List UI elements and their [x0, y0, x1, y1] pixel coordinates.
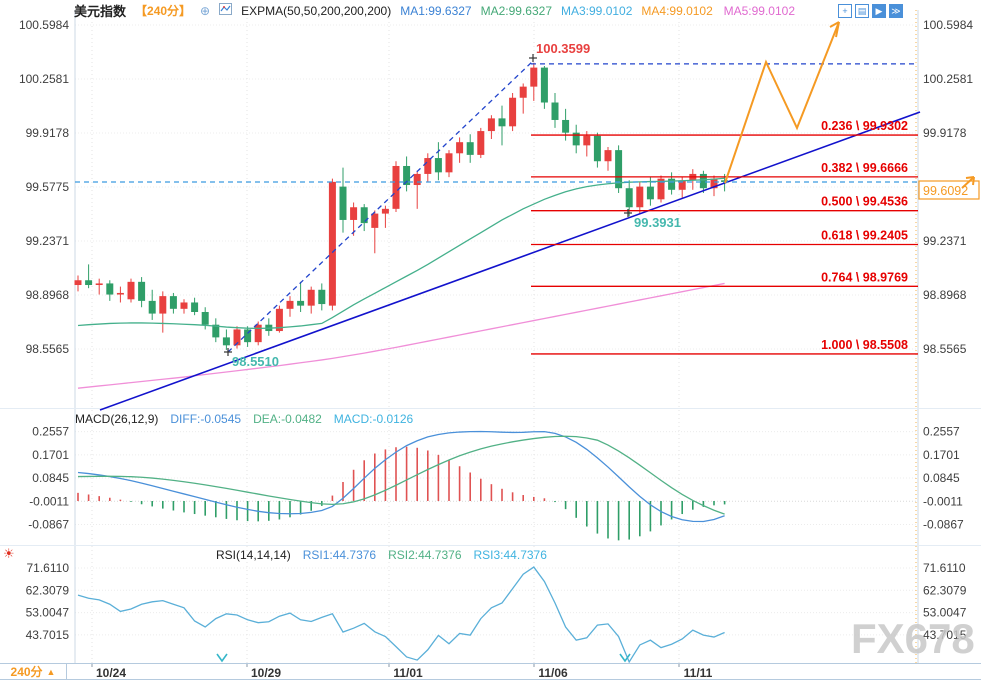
- svg-text:0.382 \ 99.6666: 0.382 \ 99.6666: [821, 161, 908, 175]
- symbol-title: 美元指数: [74, 4, 127, 19]
- svg-text:43.7015: 43.7015: [26, 628, 70, 642]
- svg-text:62.3079: 62.3079: [923, 583, 967, 597]
- svg-text:10/24: 10/24: [96, 666, 126, 680]
- rsi-line: [77, 566, 725, 664]
- svg-text:0.764 \ 98.9769: 0.764 \ 98.9769: [821, 270, 908, 284]
- macd-diff-value: DIFF:-0.0545: [170, 412, 242, 426]
- svg-text:100.5984: 100.5984: [923, 18, 973, 32]
- svg-text:0.2557: 0.2557: [32, 425, 69, 439]
- svg-text:99.2371: 99.2371: [26, 234, 70, 248]
- svg-text:71.6110: 71.6110: [27, 561, 70, 575]
- svg-text:53.0047: 53.0047: [923, 606, 967, 620]
- svg-text:-0.0011: -0.0011: [923, 494, 963, 508]
- rsi-label: RSI(14,14,14): [216, 548, 291, 562]
- macd-header: MACD(26,12,9) DIFF:-0.0545 DEA:-0.0482 M…: [75, 412, 413, 426]
- axis-labels: 100.5984 100.5984 100.2581 100.2581 99.9178 9…: [19, 18, 973, 642]
- svg-text:0.0845: 0.0845: [923, 471, 960, 485]
- svg-text:98.5565: 98.5565: [923, 342, 967, 356]
- svg-text:99.2371: 99.2371: [923, 234, 967, 248]
- fib-levels: 0.236 \ 99.9302 0.382 \ 99.6666 0.500 \ 99…: [531, 119, 918, 355]
- svg-text:11/11: 11/11: [684, 666, 713, 680]
- svg-text:0.2557: 0.2557: [923, 425, 960, 439]
- expma-label: EXPMA(50,50,200,200,200): [241, 3, 392, 18]
- rsi3-value: RSI3:44.7376: [473, 548, 547, 562]
- trendline-dashed: [227, 60, 534, 353]
- ema-slow-line: [77, 282, 725, 389]
- play-panel-icon[interactable]: ▶: [872, 3, 886, 18]
- svg-text:98.5510: 98.5510: [232, 354, 279, 369]
- watermark: FX678: [851, 615, 975, 662]
- chart-toolbar: MA5:99.0102 + ▤ ▶ ≫: [723, 3, 903, 18]
- rsi2-value: RSI2:44.7376: [388, 548, 462, 562]
- svg-text:99.9178: 99.9178: [26, 126, 70, 140]
- svg-text:0.0845: 0.0845: [32, 471, 69, 485]
- ma2-value: MA2:99.6327: [480, 3, 552, 18]
- ma1-value: MA1:99.6327: [400, 3, 472, 18]
- rsi1-value: RSI1:44.7376: [302, 548, 377, 562]
- period-tag: 【240分】: [135, 4, 192, 18]
- rsi-header: RSI(14,14,14) RSI1:44.7376 RSI2:44.7376 …: [216, 548, 547, 562]
- svg-text:53.0047: 53.0047: [26, 606, 70, 620]
- price-tag: 99.6092: [918, 176, 980, 200]
- svg-text:99.3931: 99.3931: [634, 215, 681, 230]
- chart-header: 美元指数 【240分】 ⊕ EXPMA(50,50,200,200,200) M…: [74, 1, 979, 20]
- svg-text:10/29: 10/29: [251, 666, 281, 680]
- svg-text:11/06: 11/06: [538, 666, 568, 680]
- timeframe-label: 240分: [10, 665, 43, 679]
- expma-chart-icon: [219, 3, 233, 18]
- svg-text:0.1701: 0.1701: [923, 448, 960, 462]
- svg-text:-0.0011: -0.0011: [29, 494, 69, 508]
- svg-text:-0.0867: -0.0867: [923, 518, 964, 532]
- svg-text:0.236 \ 99.9302: 0.236 \ 99.9302: [821, 119, 908, 133]
- svg-text:-0.0867: -0.0867: [28, 518, 69, 532]
- macd-value: MACD:-0.0126: [333, 412, 414, 426]
- svg-text:100.2581: 100.2581: [19, 72, 69, 86]
- panel-borders: [0, 10, 981, 663]
- sun-icon: ☀: [3, 546, 15, 561]
- timeframe-up-arrow-icon: ▲: [46, 666, 56, 677]
- projection-arrow: [724, 21, 840, 184]
- date-axis: 10/24 10/29 11/01 11/06 11/11: [91, 663, 713, 680]
- svg-text:FX678: FX678: [851, 615, 975, 662]
- ma3-value: MA3:99.0102: [561, 3, 633, 18]
- svg-text:100.3599: 100.3599: [536, 41, 590, 56]
- crosshair-icon[interactable]: +: [838, 3, 852, 18]
- svg-text:71.6110: 71.6110: [923, 561, 966, 575]
- step-forward-icon[interactable]: ≫: [889, 3, 903, 18]
- svg-text:100.5984: 100.5984: [19, 18, 69, 32]
- circled-plus-icon[interactable]: ⊕: [200, 3, 211, 18]
- svg-text:100.2581: 100.2581: [923, 72, 973, 86]
- indicator-window-icon[interactable]: ▤: [855, 3, 869, 18]
- svg-text:0.618 \ 99.2405: 0.618 \ 99.2405: [821, 228, 908, 242]
- candles-layer: [74, 62, 729, 350]
- timeframe-selector[interactable]: 240分 ▲: [0, 664, 67, 679]
- macd-label: MACD(26,12,9): [75, 412, 159, 426]
- svg-text:98.8968: 98.8968: [923, 288, 967, 302]
- svg-text:1.000 \ 98.5508: 1.000 \ 98.5508: [821, 338, 908, 352]
- svg-text:43.7015: 43.7015: [923, 628, 967, 642]
- macd-panel: [77, 430, 726, 541]
- svg-text:99.9178: 99.9178: [923, 126, 967, 140]
- ema-fast-line: [77, 177, 725, 329]
- svg-text:98.5565: 98.5565: [26, 342, 70, 356]
- annotations: 100.3599 98.5510 99.3931: [216, 41, 681, 663]
- svg-text:62.3079: 62.3079: [26, 583, 70, 597]
- macd-dea-value: DEA:-0.0482: [253, 412, 322, 426]
- ma4-value: MA4:99.0102: [641, 3, 713, 18]
- svg-text:99.5775: 99.5775: [26, 180, 70, 194]
- svg-text:0.1701: 0.1701: [32, 448, 69, 462]
- svg-text:99.6092: 99.6092: [923, 184, 968, 198]
- grid: [75, 10, 918, 663]
- svg-text:11/01: 11/01: [393, 666, 423, 680]
- timeframe-bar: 240分 ▲: [0, 663, 981, 680]
- trendline-solid: [99, 111, 921, 411]
- svg-text:0.500 \ 99.4536: 0.500 \ 99.4536: [821, 195, 908, 209]
- svg-text:98.8968: 98.8968: [26, 288, 70, 302]
- ma5-value: MA5:99.0102: [723, 3, 795, 18]
